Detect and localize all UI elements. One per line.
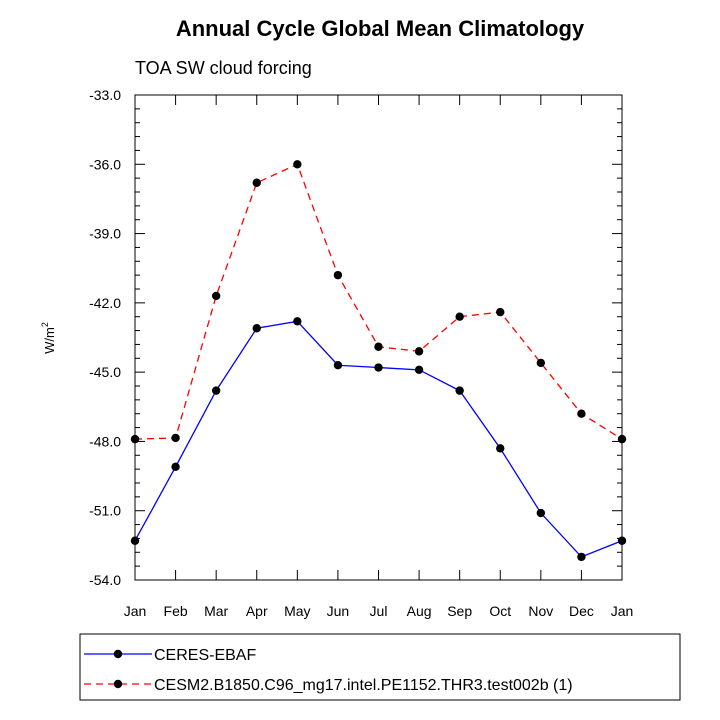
legend-marker-2 <box>113 679 123 689</box>
chart-title: Annual Cycle Global Mean Climatology <box>176 16 585 41</box>
x-tick-label: May <box>284 603 310 619</box>
series-2-point <box>252 178 261 187</box>
y-tick-label: -42.0 <box>89 295 121 311</box>
x-tick-labels: Jan Feb Mar Apr May Jun Jul Aug Sep Oct Nov Dec Jan <box>124 603 634 619</box>
legend-label-1: CERES-EBAF <box>154 647 256 664</box>
legend-label-2: CESM2.B1850.C96_mg17.intel.PE1152.THR3.t… <box>154 677 573 694</box>
series-line-1 <box>134 320 623 558</box>
x-tick-label: Jun <box>327 603 350 619</box>
axis-ticks <box>134 94 623 581</box>
series-2-point <box>414 347 424 356</box>
y-tick-label: -54.0 <box>89 572 121 588</box>
y-tick-label: -48.0 <box>89 433 121 449</box>
series-1-point <box>293 317 302 326</box>
x-tick-label: Mar <box>204 603 228 619</box>
x-tick-label: Aug <box>407 603 432 619</box>
series-group <box>130 160 627 562</box>
series-1-point <box>130 536 140 545</box>
legend-box <box>79 633 681 701</box>
series-1-point <box>211 386 221 395</box>
x-tick-label: Oct <box>489 603 511 619</box>
series-1-point <box>496 444 505 453</box>
x-tick-label: Jan <box>124 603 147 619</box>
series-1-point <box>333 361 343 370</box>
series-2-point <box>293 160 302 169</box>
series-2-point <box>536 358 546 368</box>
series-2-point <box>374 342 383 351</box>
series-2-point <box>171 433 180 443</box>
x-tick-label: Apr <box>246 603 268 619</box>
series-2-point <box>577 409 586 418</box>
x-tick-label: Sep <box>447 603 472 619</box>
y-tick-label: -36.0 <box>89 156 121 172</box>
series-2-point <box>617 434 627 444</box>
y-tick-label: -51.0 <box>89 503 121 519</box>
y-tick-label: -39.0 <box>89 226 121 242</box>
plot-frame <box>134 94 623 581</box>
series-1-point <box>252 324 261 333</box>
x-tick-label: Nov <box>528 603 553 619</box>
series-1-point <box>455 386 464 395</box>
series-2-point <box>211 291 221 301</box>
series-1-point <box>414 365 424 375</box>
series-1-point <box>617 536 627 545</box>
series-2-point <box>455 312 464 321</box>
series-1-point <box>171 462 180 472</box>
x-tick-label: Jul <box>370 603 388 619</box>
y-tick-label: -33.0 <box>89 87 121 103</box>
y-axis-label: W/m2 <box>40 322 57 354</box>
x-tick-label: Jan <box>611 603 634 619</box>
y-tick-label: -45.0 <box>89 364 121 380</box>
legend: CERES-EBAF CESM2.B1850.C96_mg17.intel.PE1… <box>84 647 573 694</box>
series-1-point <box>374 363 383 372</box>
chart-subtitle: TOA SW cloud forcing <box>135 58 312 78</box>
y-axis-label-unit: W/m <box>42 327 57 354</box>
series-1-point <box>577 552 586 562</box>
series-1-point <box>536 508 546 518</box>
x-tick-label: Feb <box>164 603 188 619</box>
x-tick-label: Dec <box>569 603 594 619</box>
y-tick-labels: -33.0 -36.0 -39.0 -42.0 -45.0 -48.0 -51.0 -54.0 <box>89 87 121 588</box>
series-2-point <box>130 434 140 444</box>
series-2-point <box>496 307 505 317</box>
series-line-2 <box>134 163 623 440</box>
legend-marker-1 <box>113 649 123 659</box>
series-2-point <box>333 270 343 280</box>
y-axis-label-superscript: 2 <box>40 322 50 327</box>
